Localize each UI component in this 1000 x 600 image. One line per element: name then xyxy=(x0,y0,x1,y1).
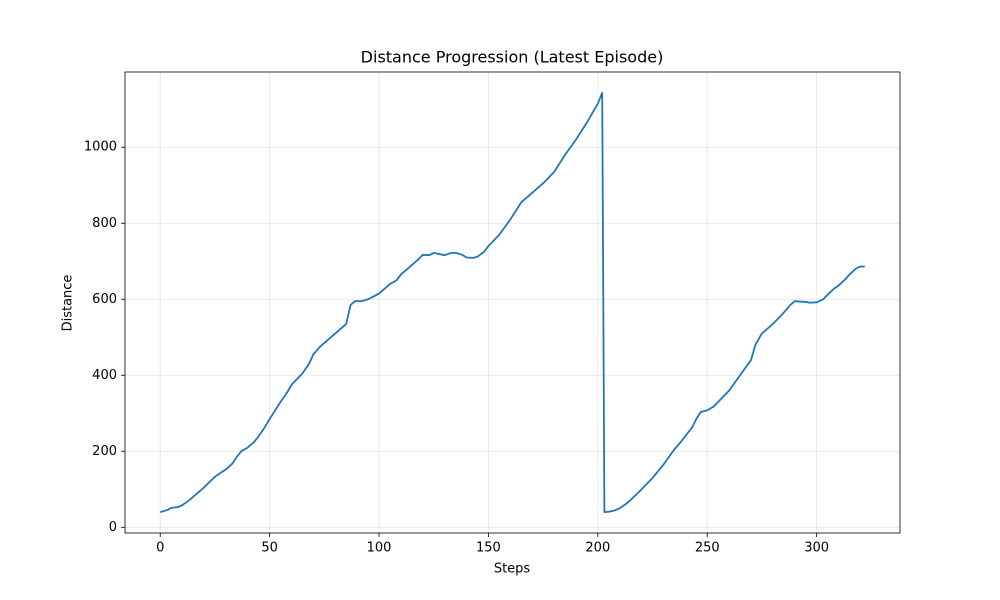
y-tick-label: 0 xyxy=(109,520,117,535)
y-axis-label: Distance xyxy=(61,275,76,332)
x-tick-label: 250 xyxy=(695,541,720,556)
chart-title: Distance Progression (Latest Episode) xyxy=(361,48,664,67)
y-tick-label: 600 xyxy=(92,292,117,307)
plot-frame xyxy=(124,71,901,534)
data-line xyxy=(159,92,865,513)
y-tick-label: 800 xyxy=(92,216,117,231)
y-tick-label: 1000 xyxy=(84,140,117,155)
x-axis-label: Steps xyxy=(494,562,531,577)
y-tick-label: 400 xyxy=(92,368,117,383)
x-tick-label: 50 xyxy=(261,541,278,556)
y-tick-label: 200 xyxy=(92,444,117,459)
x-tick-label: 300 xyxy=(804,541,829,556)
x-tick-label: 100 xyxy=(367,541,392,556)
x-tick-label: 150 xyxy=(476,541,501,556)
x-tick-label: 200 xyxy=(585,541,610,556)
x-tick-label: 0 xyxy=(156,541,164,556)
